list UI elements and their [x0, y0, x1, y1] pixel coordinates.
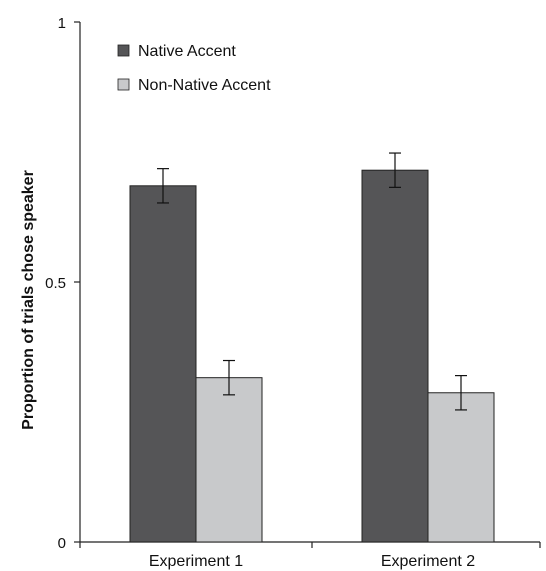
x-category-label-experiment-2: Experiment 2	[381, 553, 475, 570]
bar-native-exp1	[129, 185, 197, 543]
legend-label-non-native-accent: Non-Native Accent	[138, 77, 271, 94]
y-tick-label-0: 0	[58, 535, 66, 552]
y-tick-label-1: 1	[58, 15, 66, 32]
legend: Native Accent Non-Native Accent	[117, 43, 271, 94]
legend-swatch-non-native-accent	[117, 78, 130, 91]
x-category-label-experiment-1: Experiment 1	[149, 553, 243, 570]
bar-non-native-exp2	[427, 392, 495, 543]
legend-swatch-native-accent	[117, 44, 130, 57]
bar-native-exp2	[361, 169, 429, 543]
bar-non-native-exp1	[195, 377, 263, 543]
y-axis-title: Proportion of trials chose speaker	[20, 170, 37, 430]
legend-label-native-accent: Native Accent	[138, 43, 236, 60]
y-tick-label-0-5: 0.5	[45, 275, 66, 292]
bars-group	[74, 21, 541, 548]
